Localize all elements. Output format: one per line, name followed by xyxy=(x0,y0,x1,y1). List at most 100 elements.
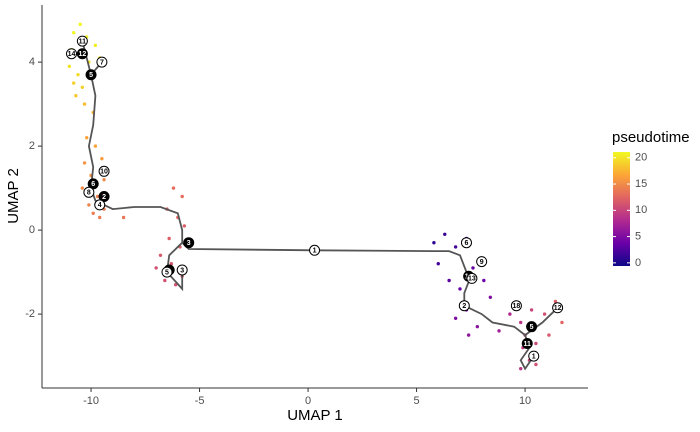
node-label: 5 xyxy=(89,72,93,79)
node-label: 18 xyxy=(512,303,520,310)
y-tick-label: 2 xyxy=(29,140,35,152)
colorbar-tick-label: 15 xyxy=(635,178,647,190)
point xyxy=(542,312,547,316)
point xyxy=(100,157,104,161)
trajectory xyxy=(71,40,559,371)
colorbar-tick-label: 20 xyxy=(635,152,647,164)
point xyxy=(519,320,523,325)
point xyxy=(93,43,98,48)
point xyxy=(82,161,87,165)
x-tick-label: 0 xyxy=(305,395,311,407)
node-label: 4 xyxy=(98,202,102,209)
point xyxy=(529,308,534,312)
node xyxy=(76,48,88,60)
x-tick-label: 10 xyxy=(519,395,531,407)
node xyxy=(183,237,195,249)
node-label: 1 xyxy=(313,248,317,255)
node xyxy=(552,302,564,314)
point xyxy=(87,203,91,207)
node-label: 12 xyxy=(554,305,562,312)
point xyxy=(553,299,558,304)
point xyxy=(76,73,80,77)
node xyxy=(94,199,106,211)
point xyxy=(547,333,551,337)
point xyxy=(158,253,163,257)
point xyxy=(443,232,447,236)
node-label: 11 xyxy=(79,38,87,45)
node-label: 2 xyxy=(462,303,466,310)
node xyxy=(521,337,533,349)
node xyxy=(76,35,88,47)
node-label: 6 xyxy=(91,181,95,188)
point xyxy=(447,278,451,283)
node-label: 7 xyxy=(100,59,104,66)
point xyxy=(98,215,102,220)
node-label: 13 xyxy=(468,276,476,283)
node xyxy=(98,165,110,177)
point xyxy=(95,194,100,199)
x-tick-label: -10 xyxy=(83,395,99,407)
node-label: 8 xyxy=(87,190,91,197)
point xyxy=(80,85,85,90)
y-tick-label: 0 xyxy=(29,224,35,236)
point xyxy=(71,31,76,35)
colorbar-tick-label: 0 xyxy=(635,257,641,269)
node-label: 3 xyxy=(187,240,191,247)
node xyxy=(476,256,488,268)
x-axis-title: UMAP 1 xyxy=(287,407,343,424)
node xyxy=(458,300,470,312)
y-tick-label: 4 xyxy=(29,56,35,68)
node-label: 5 xyxy=(165,269,169,276)
point xyxy=(67,64,72,69)
node-label: 12 xyxy=(78,51,86,58)
node xyxy=(161,266,173,278)
point xyxy=(169,261,174,266)
point xyxy=(180,194,184,199)
point xyxy=(458,287,462,291)
node xyxy=(528,350,540,362)
point xyxy=(560,320,564,325)
node xyxy=(460,237,472,249)
node-label: 1 xyxy=(532,353,536,360)
point xyxy=(432,240,436,245)
point xyxy=(508,312,512,316)
node xyxy=(176,264,188,276)
point xyxy=(453,245,458,249)
node-label: 3 xyxy=(180,267,184,274)
point xyxy=(121,215,126,220)
point xyxy=(71,81,76,85)
point xyxy=(80,186,85,190)
point xyxy=(534,341,538,346)
node-label: 5 xyxy=(530,324,534,331)
node xyxy=(510,300,522,312)
node xyxy=(309,244,321,256)
x-tick-label: -5 xyxy=(195,395,205,407)
point xyxy=(519,366,523,371)
point xyxy=(488,295,493,299)
point xyxy=(436,261,440,266)
point xyxy=(93,144,98,148)
node xyxy=(466,272,478,284)
point xyxy=(91,211,95,215)
point xyxy=(534,362,538,367)
point xyxy=(167,236,171,241)
point xyxy=(85,136,89,140)
node xyxy=(87,178,99,190)
point xyxy=(82,102,87,106)
point xyxy=(482,278,486,283)
node-label: 14 xyxy=(68,51,76,58)
point xyxy=(471,266,475,270)
point xyxy=(182,224,187,228)
point xyxy=(475,324,480,329)
node xyxy=(85,69,97,81)
point xyxy=(453,316,458,320)
node xyxy=(66,48,78,60)
point xyxy=(466,333,471,337)
y-axis-title: UMAP 2 xyxy=(5,168,22,224)
colorbar-tick-label: 10 xyxy=(635,204,647,216)
point xyxy=(102,178,106,182)
point xyxy=(497,329,501,333)
node-label: 6 xyxy=(465,240,469,247)
colorbar-title: pseudotime xyxy=(612,129,690,146)
node xyxy=(98,191,110,202)
